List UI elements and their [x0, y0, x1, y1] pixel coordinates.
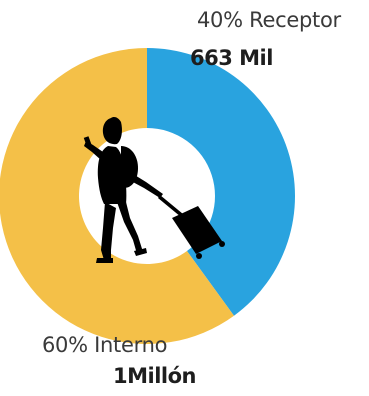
interno-percent-label: 60% Interno [42, 333, 168, 357]
receptor-value-label: 663 Mil [190, 46, 273, 70]
interno-value-label: 1Millón [113, 364, 196, 388]
receptor-percent-label: 40% Receptor [197, 8, 341, 32]
donut-slice-interno [0, 48, 234, 344]
traveler-with-suitcase-icon [83, 117, 225, 263]
donut-slice-receptor [147, 48, 296, 316]
